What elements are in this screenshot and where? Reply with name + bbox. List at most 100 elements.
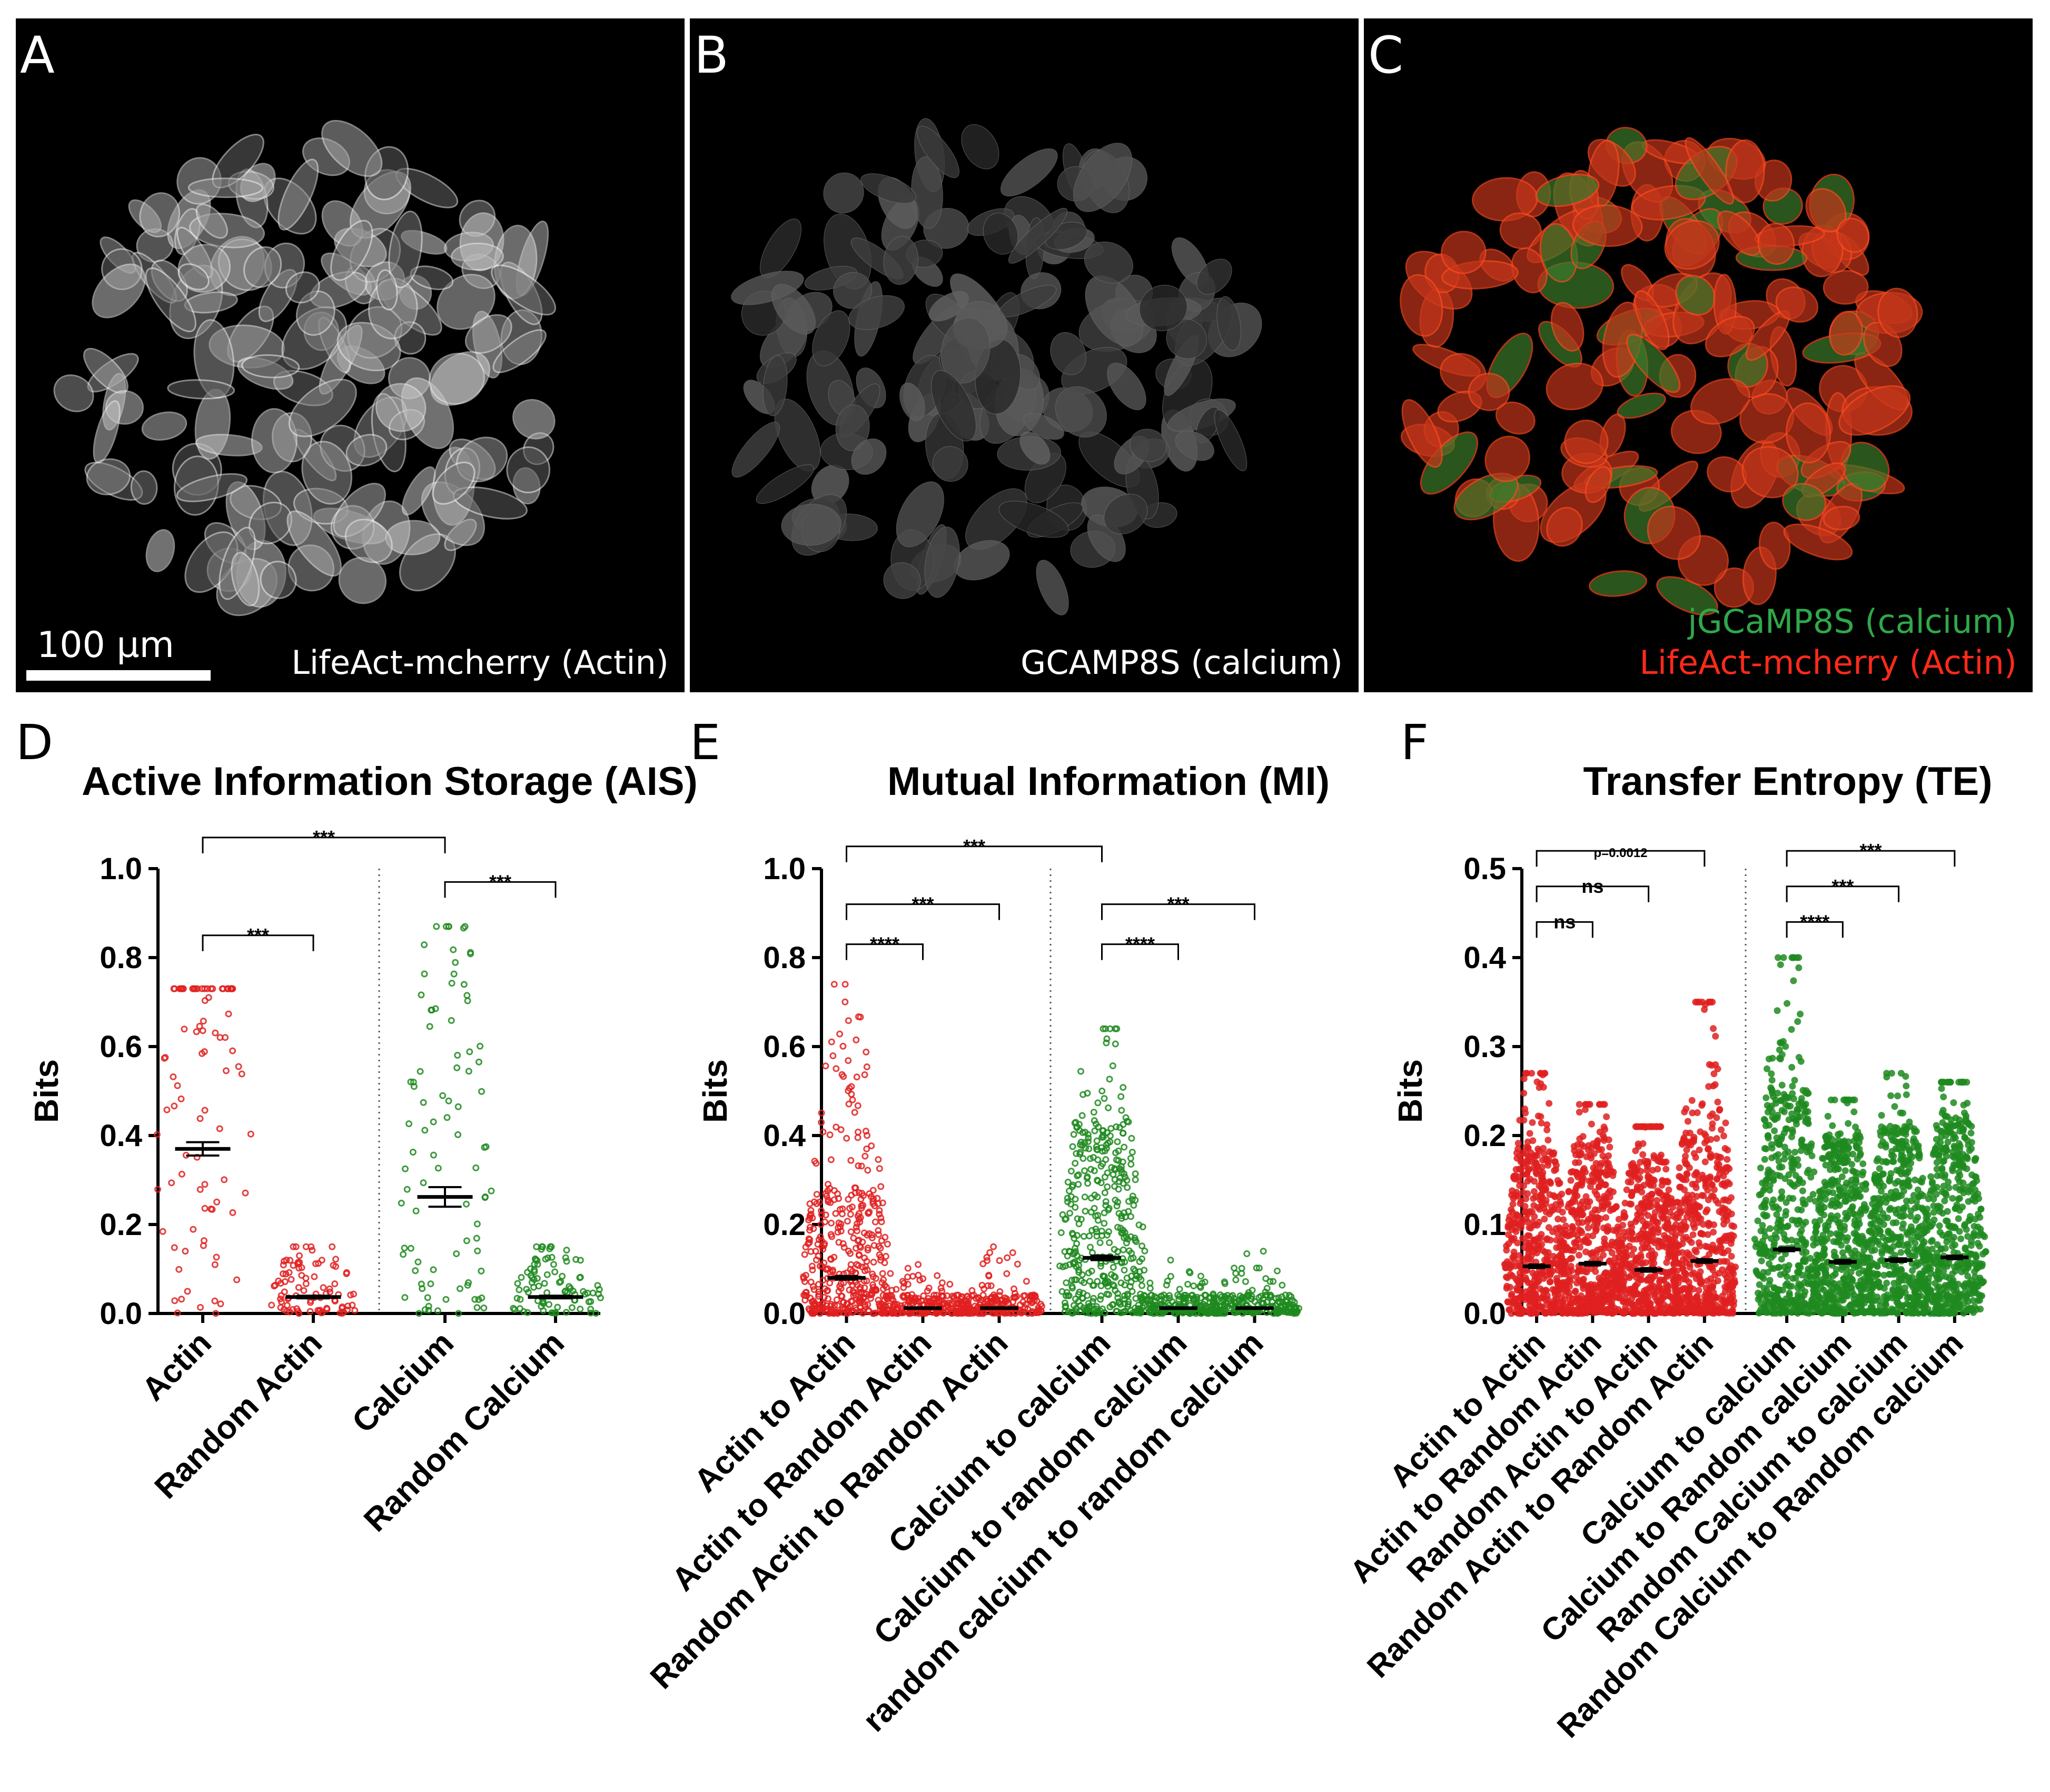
data-point <box>1709 1110 1716 1118</box>
data-point <box>347 1291 354 1299</box>
data-point <box>1596 1183 1603 1190</box>
cell <box>321 120 383 177</box>
data-point <box>1636 1209 1643 1217</box>
data-point <box>1517 1280 1524 1287</box>
data-point <box>878 1308 886 1316</box>
data-point <box>1770 1265 1778 1272</box>
data-point <box>339 1303 346 1310</box>
data-point <box>402 1165 409 1172</box>
data-point <box>1072 1160 1079 1167</box>
data-point <box>153 1131 161 1138</box>
data-point <box>1810 1168 1818 1176</box>
data-point <box>1522 1288 1530 1296</box>
data-point <box>808 1262 816 1270</box>
cell <box>345 434 388 466</box>
data-point <box>1231 1309 1239 1316</box>
cell <box>1589 570 1648 597</box>
data-point <box>326 1285 333 1292</box>
data-point <box>450 970 458 978</box>
cell <box>301 441 352 505</box>
data-point <box>1602 1214 1610 1221</box>
data-point <box>843 1134 850 1142</box>
data-point <box>1704 1187 1711 1194</box>
data-point <box>1571 1288 1579 1296</box>
data-point <box>421 1306 429 1313</box>
data-point <box>840 1073 847 1080</box>
data-point <box>1547 1300 1554 1307</box>
cell <box>1468 373 1510 411</box>
cell <box>1019 431 1051 465</box>
data-point <box>1706 1263 1714 1271</box>
data-point <box>1523 1070 1531 1077</box>
data-point <box>1572 1243 1579 1250</box>
data-point <box>1543 1236 1550 1243</box>
data-point <box>852 1184 859 1192</box>
data-point <box>823 1287 830 1295</box>
data-point <box>849 1298 856 1305</box>
points-actin-to-actin <box>1501 1070 1571 1317</box>
data-point <box>934 1272 941 1279</box>
significance-bracket: *** <box>1101 893 1255 920</box>
data-point <box>233 1276 241 1283</box>
data-point <box>514 1280 521 1287</box>
data-point <box>857 1013 864 1021</box>
cell <box>924 526 960 598</box>
data-point <box>938 1301 946 1309</box>
data-point <box>460 981 468 988</box>
data-point <box>1526 1166 1533 1173</box>
points-actin-to-random-actin <box>1558 1101 1628 1317</box>
data-point <box>412 1267 419 1275</box>
data-point <box>819 1128 827 1136</box>
data-point <box>163 1106 171 1113</box>
data-point <box>1530 1188 1538 1195</box>
data-point <box>853 1227 860 1235</box>
data-point <box>1590 1222 1598 1230</box>
cell <box>883 236 918 285</box>
y-tick-label: 1.0 <box>100 852 142 886</box>
data-point <box>847 1250 854 1257</box>
data-point <box>1595 1195 1602 1202</box>
data-point <box>1710 1229 1717 1236</box>
data-point <box>302 1243 310 1250</box>
data-point <box>199 1027 206 1034</box>
data-point <box>1725 1208 1732 1216</box>
data-point <box>1096 1239 1104 1246</box>
data-point <box>1788 1026 1795 1033</box>
data-point <box>1791 1077 1798 1084</box>
data-point <box>563 1247 570 1254</box>
data-point <box>857 1295 864 1302</box>
data-point <box>1584 1224 1592 1231</box>
data-point <box>454 1131 462 1138</box>
data-point <box>1029 1293 1036 1300</box>
data-point <box>1710 1310 1718 1317</box>
data-point <box>815 1290 823 1298</box>
data-point <box>1662 1166 1670 1173</box>
data-point <box>863 1145 870 1152</box>
data-point <box>859 1238 866 1246</box>
data-point <box>1626 1265 1633 1272</box>
data-point <box>1519 1189 1527 1196</box>
data-point <box>1086 1243 1094 1251</box>
data-point <box>1524 1178 1531 1185</box>
data-point <box>855 1216 863 1223</box>
data-point <box>1072 1203 1079 1211</box>
data-point <box>1726 1281 1733 1289</box>
data-point <box>1084 1089 1091 1097</box>
cell <box>1705 315 1755 357</box>
data-point <box>518 1274 525 1281</box>
cell <box>1838 385 1911 436</box>
data-point <box>1119 1129 1126 1137</box>
data-point <box>1071 1235 1078 1242</box>
cell <box>401 466 436 515</box>
data-point <box>1601 1126 1609 1133</box>
data-point <box>830 1253 838 1261</box>
data-point <box>1106 1076 1113 1083</box>
data-point <box>1115 1210 1123 1217</box>
data-point <box>1289 1297 1296 1304</box>
data-point <box>1547 1270 1554 1277</box>
data-point <box>1533 1271 1540 1278</box>
cell <box>823 172 864 214</box>
data-point <box>1670 1277 1678 1285</box>
data-point <box>907 1295 915 1302</box>
data-point <box>855 1162 862 1170</box>
